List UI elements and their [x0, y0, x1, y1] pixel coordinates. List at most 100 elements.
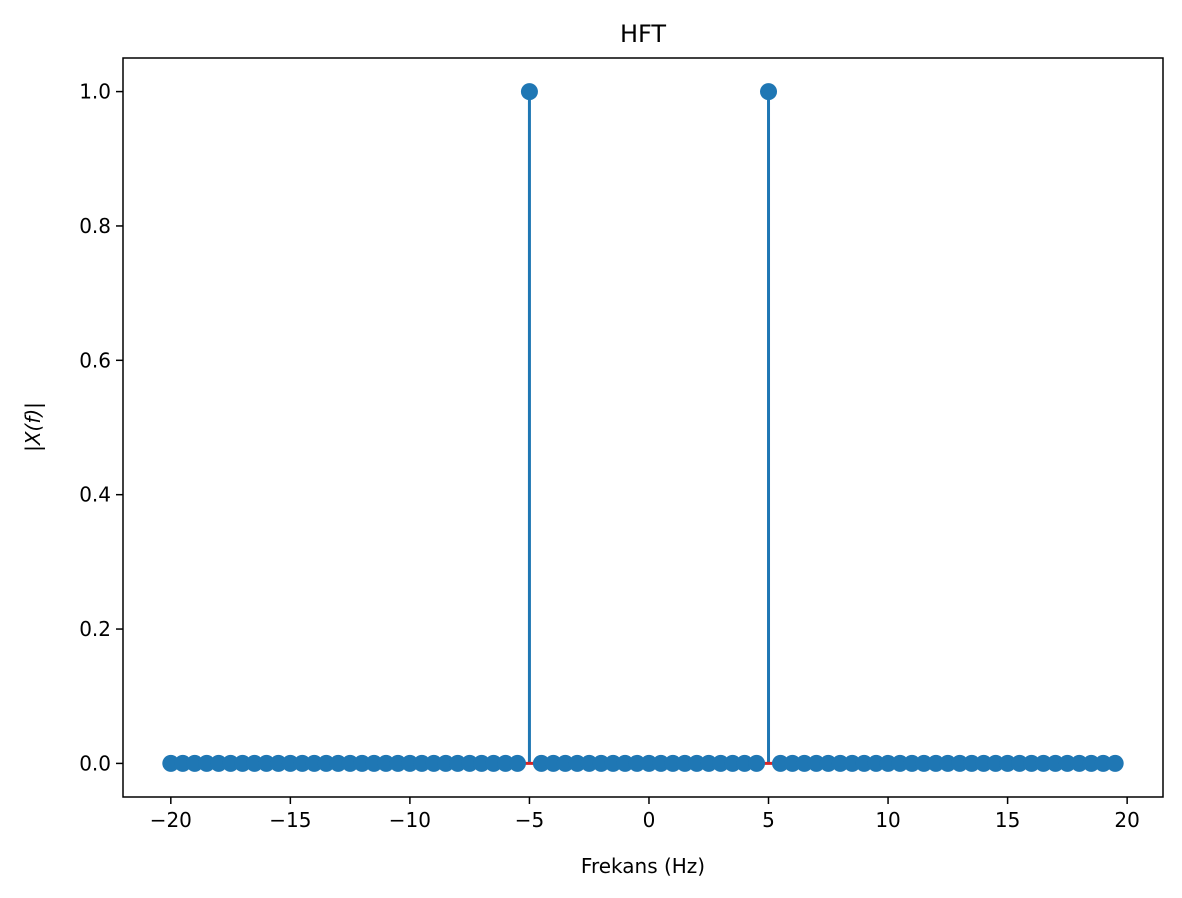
- stem-marker: [473, 754, 491, 772]
- stem-marker: [222, 754, 240, 772]
- plot-frame: [122, 57, 1164, 798]
- stem-marker: [1046, 754, 1064, 772]
- stem-marker: [783, 754, 801, 772]
- stem-marker: [688, 754, 706, 772]
- stem-marker: [497, 754, 515, 772]
- y-tick-label: 0.4: [79, 483, 111, 507]
- stem-marker: [616, 754, 634, 772]
- stem-markers: [162, 83, 1124, 772]
- y-tick-label: 0.0: [79, 751, 111, 775]
- y-tick-label: 1.0: [79, 80, 111, 104]
- x-tick-label: 0: [643, 808, 656, 832]
- stem-marker: [1058, 754, 1076, 772]
- stem-marker: [556, 754, 574, 772]
- y-tick-label: 0.2: [79, 617, 111, 641]
- stem-marker: [532, 754, 550, 772]
- x-tick-label: −20: [150, 808, 192, 832]
- stem-marker: [210, 754, 228, 772]
- stem-marker: [640, 754, 658, 772]
- stem-marker: [891, 754, 909, 772]
- stem-marker: [987, 754, 1005, 772]
- stem-marker: [760, 83, 778, 101]
- stem-marker: [1082, 754, 1100, 772]
- stem-marker: [1034, 754, 1052, 772]
- y-axis-ticks: 0.0 0.2 0.4 0.6 0.8 1.0: [79, 80, 123, 775]
- stem-marker: [604, 754, 622, 772]
- stem-marker: [580, 754, 598, 772]
- stem-marker: [736, 754, 754, 772]
- stem-marker: [269, 754, 287, 772]
- stem-marker: [771, 754, 789, 772]
- x-axis-label: Frekans (Hz): [581, 854, 705, 878]
- stem-marker: [915, 754, 933, 772]
- stem-marker: [592, 754, 610, 772]
- stem-marker: [700, 754, 718, 772]
- stem-marker: [520, 83, 538, 101]
- stem-marker: [485, 754, 503, 772]
- stem-marker: [281, 754, 299, 772]
- x-axis-ticks: −20 −15 −10 −5 0 5 10 15 20: [150, 797, 1140, 832]
- stem-marker: [329, 754, 347, 772]
- x-tick-label: −5: [515, 808, 544, 832]
- stem-marker: [843, 754, 861, 772]
- stem-marker: [353, 754, 371, 772]
- stem-marker: [425, 754, 443, 772]
- x-tick-label: 10: [875, 808, 900, 832]
- stem-marker: [162, 754, 180, 772]
- stem-marker: [461, 754, 479, 772]
- stem-marker: [724, 754, 742, 772]
- x-tick-label: −10: [389, 808, 431, 832]
- stem-marker: [879, 754, 897, 772]
- y-tick-label: 0.8: [79, 214, 111, 238]
- stem-marker: [186, 754, 204, 772]
- stem-marker: [293, 754, 311, 772]
- stem-marker: [1011, 754, 1029, 772]
- stem-marker: [1106, 754, 1124, 772]
- stem-marker: [628, 754, 646, 772]
- stem-marker: [795, 754, 813, 772]
- stem-marker: [257, 754, 275, 772]
- stem-marker: [903, 754, 921, 772]
- stem-marker: [234, 754, 252, 772]
- stem-marker: [413, 754, 431, 772]
- stem-marker: [1070, 754, 1088, 772]
- stem-marker: [449, 754, 467, 772]
- stem-marker: [174, 754, 192, 772]
- stem-marker: [401, 754, 419, 772]
- stem-marker: [198, 754, 216, 772]
- stem-marker: [341, 754, 359, 772]
- stem-marker: [748, 754, 766, 772]
- stem-marker: [951, 754, 969, 772]
- stem-marker: [831, 754, 849, 772]
- y-tick-label: 0.6: [79, 348, 111, 372]
- stem-marker: [1094, 754, 1112, 772]
- stem-marker: [389, 754, 407, 772]
- stem-lines: [527, 91, 771, 764]
- stem-marker: [437, 754, 455, 772]
- stem-marker: [664, 754, 682, 772]
- stem-marker: [365, 754, 383, 772]
- stem-marker: [377, 754, 395, 772]
- stem-marker: [317, 754, 335, 772]
- chart-title: HFT: [620, 20, 666, 48]
- stem-marker: [999, 754, 1017, 772]
- stem-marker: [855, 754, 873, 772]
- x-tick-label: 20: [1114, 808, 1139, 832]
- stem-marker: [963, 754, 981, 772]
- x-tick-label: 5: [762, 808, 775, 832]
- stem-marker: [652, 754, 670, 772]
- stem-marker: [939, 754, 957, 772]
- stem-marker: [867, 754, 885, 772]
- stem-marker: [305, 754, 323, 772]
- stem-marker: [568, 754, 586, 772]
- stem-marker: [508, 754, 526, 772]
- stem-marker: [1023, 754, 1041, 772]
- stem-marker: [927, 754, 945, 772]
- stem-marker: [676, 754, 694, 772]
- stem-marker: [544, 754, 562, 772]
- x-tick-label: −15: [269, 808, 311, 832]
- stem-marker: [712, 754, 730, 772]
- stem-marker: [975, 754, 993, 772]
